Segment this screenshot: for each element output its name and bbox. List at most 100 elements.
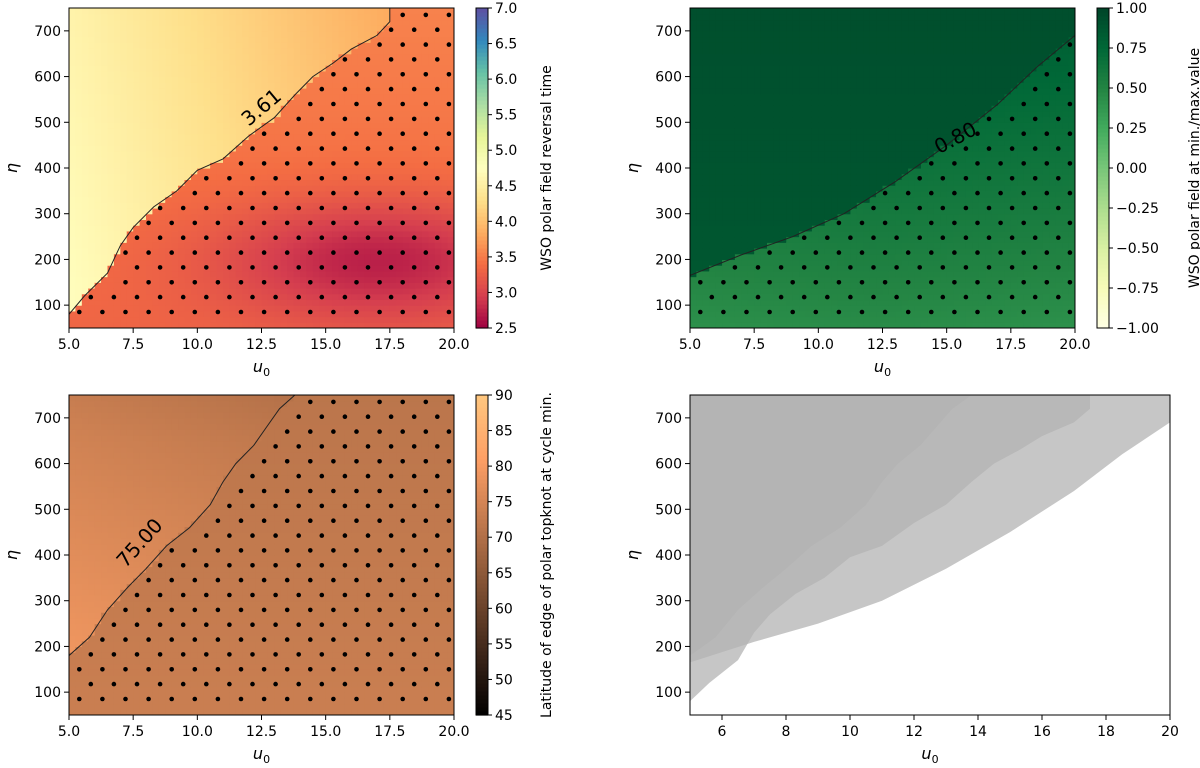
heatmap-cell: [760, 99, 768, 106]
heatmap-cell: [415, 128, 423, 135]
heatmap-cell: [261, 225, 269, 232]
colorbar-segment: [476, 276, 488, 281]
heatmap-cell: [434, 133, 442, 141]
heatmap-cell: [767, 59, 775, 66]
stipple-dot: [319, 86, 325, 92]
heatmap-cell: [235, 236, 243, 243]
heatmap-cell: [709, 173, 717, 181]
heatmap-cell: [293, 76, 301, 83]
heatmap-cell: [415, 53, 423, 61]
heatmap-cell: [728, 248, 736, 255]
heatmap-cell: [447, 208, 454, 215]
colorbar-segment: [476, 256, 488, 261]
heatmap-cell: [107, 76, 115, 83]
heatmap-cell: [396, 42, 404, 49]
heatmap-cell: [158, 116, 166, 123]
heatmap-cell: [818, 196, 826, 203]
heatmap-cell: [107, 265, 115, 272]
heatmap-cell: [146, 242, 154, 249]
heatmap-cell: [818, 110, 826, 118]
heatmap-cell: [248, 76, 256, 83]
heatmap-cell: [261, 230, 269, 238]
colorbar-segment: [476, 92, 488, 97]
heatmap-cell: [178, 270, 186, 278]
heatmap-cell: [447, 93, 454, 101]
heatmap-cell: [767, 190, 775, 198]
heatmap-cell: [113, 59, 121, 66]
heatmap-cell: [786, 65, 794, 72]
heatmap-cell: [747, 116, 755, 123]
heatmap-cell: [747, 88, 755, 95]
heatmap-cell: [734, 42, 742, 49]
heatmap-cell: [184, 156, 192, 163]
heatmap-cell: [402, 70, 410, 78]
heatmap-cell: [434, 122, 442, 129]
heatmap-cell: [267, 179, 275, 186]
heatmap-cell: [344, 8, 352, 15]
heatmap-cell: [306, 305, 314, 312]
heatmap-cell: [779, 65, 787, 72]
heatmap-cell: [773, 173, 781, 181]
heatmap-cell: [133, 76, 141, 83]
heatmap-cell: [120, 276, 128, 283]
heatmap-cell: [325, 42, 333, 49]
heatmap-cell: [178, 150, 186, 158]
heatmap-cell: [811, 110, 819, 118]
heatmap-cell: [300, 36, 308, 43]
heatmap-cell: [126, 82, 134, 89]
heatmap-cell: [75, 293, 83, 301]
heatmap-cell: [312, 288, 320, 295]
heatmap-cell: [107, 202, 115, 209]
heatmap-cell: [831, 173, 839, 181]
heatmap-cell: [152, 310, 160, 318]
heatmap-cell: [274, 259, 282, 266]
heatmap-cell: [747, 139, 755, 146]
heatmap-cell: [421, 145, 429, 152]
heatmap-cell: [113, 168, 121, 175]
heatmap-cell: [312, 93, 320, 101]
heatmap-cell: [715, 42, 723, 49]
heatmap-cell: [805, 93, 813, 101]
heatmap-cell: [734, 128, 742, 135]
heatmap-cell: [280, 225, 288, 232]
heatmap-cell: [767, 179, 775, 186]
heatmap-cell: [696, 145, 704, 152]
heatmap-cell: [293, 310, 301, 318]
heatmap-cell: [101, 208, 109, 215]
heatmap-cell: [75, 242, 83, 249]
heatmap-cell: [190, 230, 198, 238]
heatmap-cell: [447, 248, 454, 255]
heatmap-cell: [139, 128, 147, 135]
stipple-dot: [227, 294, 232, 300]
heatmap-cell: [242, 162, 250, 169]
heatmap-cell: [88, 230, 96, 238]
heatmap-cell: [767, 30, 775, 38]
heatmap-cell: [818, 53, 826, 61]
heatmap-cell: [364, 282, 372, 289]
heatmap-cell: [811, 133, 819, 141]
heatmap-cell: [81, 105, 89, 112]
heatmap-cell: [747, 213, 755, 221]
heatmap-cell: [715, 196, 723, 203]
stipple-dot: [377, 42, 382, 47]
heatmap-cell: [319, 213, 327, 221]
heatmap-cell: [261, 8, 269, 15]
heatmap-cell: [396, 122, 404, 129]
stipple-dot: [354, 131, 359, 136]
stipple-dot: [180, 235, 186, 240]
heatmap-cell: [377, 185, 385, 192]
stipple-dot: [388, 235, 394, 240]
heatmap-cell: [447, 259, 454, 266]
heatmap-cell: [421, 305, 429, 312]
heatmap-cell: [754, 276, 762, 283]
colorbar-segment: [476, 140, 488, 145]
heatmap-cell: [351, 299, 359, 306]
heatmap-cell: [702, 310, 710, 318]
heatmap-cell: [126, 288, 134, 295]
colorbar-segment: [476, 116, 488, 121]
heatmap-cell: [696, 48, 704, 55]
heatmap-cell: [338, 128, 346, 135]
heatmap-cell: [306, 36, 314, 43]
heatmap-cell: [235, 265, 243, 272]
heatmap-cell: [690, 53, 698, 61]
